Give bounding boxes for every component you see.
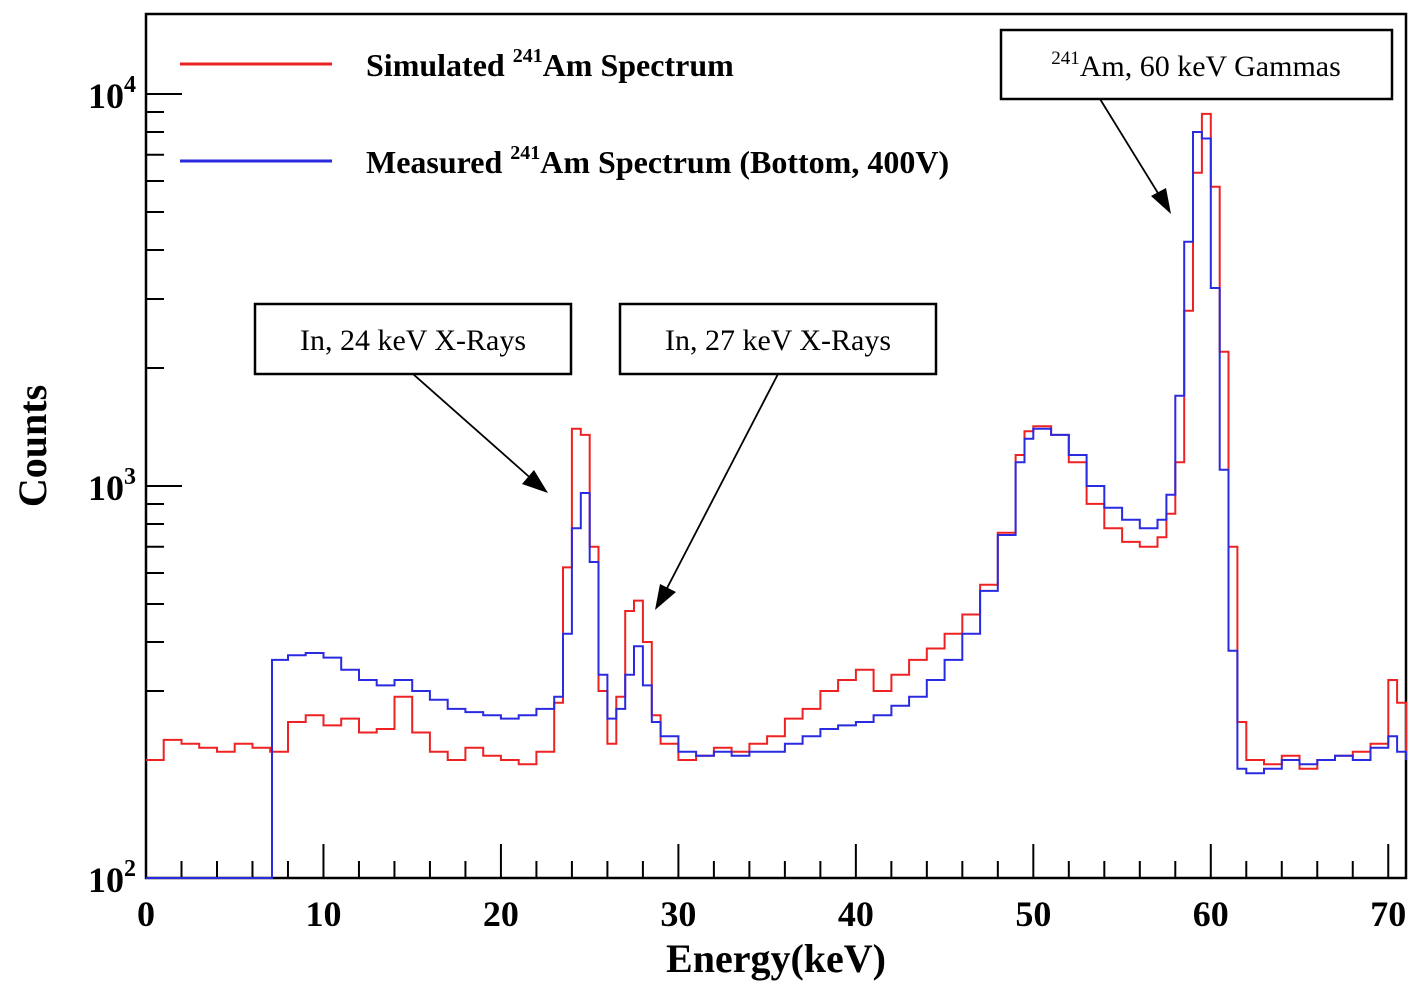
annotation-in-24: In, 24 keV X-Rays: [253, 302, 573, 493]
annotation-am-60: 241Am, 60 keV Gammas: [999, 28, 1394, 214]
x-tick-label: 40: [838, 894, 874, 934]
annotation-label: In, 27 keV X-Rays: [665, 324, 891, 357]
annotation-in-27: In, 27 keV X-Rays: [618, 302, 938, 610]
y-tick-label: 104: [88, 72, 136, 116]
annotation-arrowhead: [522, 470, 548, 493]
legend-label-simulated: Simulated 241Am Spectrum: [366, 45, 734, 83]
legend-label-measured: Measured 241Am Spectrum (Bottom, 400V): [366, 142, 949, 180]
x-tick-label: 70: [1370, 894, 1406, 934]
x-tick-label: 0: [137, 894, 155, 934]
series-layer: [146, 112, 1407, 879]
legend: Simulated 241Am Spectrum Measured 241Am …: [180, 45, 949, 180]
y-axis-ticks: 102 103 104: [88, 72, 182, 900]
annotation-label: In, 24 keV X-Rays: [300, 324, 526, 357]
annotation-box: [999, 28, 1394, 101]
annotation-arrow: [663, 373, 779, 595]
annotation-arrowhead: [655, 584, 676, 610]
annotation-arrow: [412, 373, 536, 483]
x-axis-title: Energy(keV): [666, 936, 886, 981]
x-tick-label: 20: [483, 894, 519, 934]
annotation-label: 241Am, 60 keV Gammas: [1051, 48, 1341, 83]
series-measured-line: [146, 131, 1407, 879]
plot-frame: [144, 12, 1408, 880]
x-tick-label: 50: [1015, 894, 1051, 934]
annotation-arrowhead: [1151, 188, 1171, 214]
annotation-box: [618, 302, 938, 376]
x-axis-ticks: 0 10 20 30 40 50 60 70: [137, 844, 1406, 934]
y-tick-label: 103: [88, 464, 136, 508]
y-tick-label: 102: [88, 856, 136, 900]
annotation-arrow: [1099, 98, 1162, 199]
y-axis-title: Counts: [10, 385, 55, 507]
x-tick-label: 30: [660, 894, 696, 934]
x-tick-label: 10: [305, 894, 341, 934]
x-tick-label: 60: [1193, 894, 1229, 934]
